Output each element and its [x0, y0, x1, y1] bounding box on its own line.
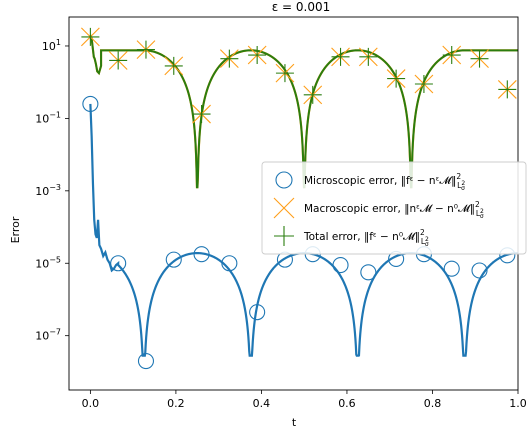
- micro-marker-3: [165, 251, 182, 268]
- micro-marker-2: [137, 352, 155, 370]
- legend: Microscopic error, ‖fᵋ − nᵋ𝓜‖2 L2 σ Macrosc…: [261, 161, 527, 255]
- y-tick-label-2: 10−3: [35, 183, 61, 198]
- total-marker-4: [192, 105, 211, 124]
- total-marker-11: [387, 69, 406, 88]
- micro-marker-1: [110, 255, 127, 272]
- legend-box: [261, 161, 527, 255]
- micro-marker-6: [249, 304, 266, 321]
- total-marker-1: [109, 51, 128, 70]
- legend-marker-total: [274, 226, 294, 246]
- micro-marker-10: [360, 264, 377, 281]
- y-tick-label-4: 10−7: [35, 328, 61, 343]
- y-tick-label-0: 101: [42, 38, 61, 53]
- total-marker-12: [414, 74, 433, 93]
- x-tick-label-1: 0.2: [167, 397, 185, 410]
- plot-area: [80, 27, 518, 370]
- total-marker-6: [248, 46, 267, 65]
- total-marker-3: [164, 56, 183, 75]
- micro-marker-0: [82, 95, 99, 112]
- x-axis-label: t: [292, 416, 297, 429]
- x-axis: 0.0 0.2 0.4 0.6 0.8 1.0: [82, 390, 527, 410]
- y-tick-label-3: 10−5: [35, 255, 61, 270]
- total-marker-2: [136, 40, 155, 59]
- y-axis: 101 10−1 10−3 10−5 10−7: [35, 38, 69, 343]
- total-marker-0: [81, 27, 100, 46]
- x-tick-label-3: 0.6: [338, 397, 356, 410]
- micro-marker-9: [332, 257, 349, 274]
- y-tick-label-1: 10−1: [35, 110, 61, 125]
- micro-marker-13: [443, 260, 460, 277]
- series-microscopic-line: [89, 103, 518, 357]
- micro-marker-5: [221, 255, 238, 272]
- x-tick-label-5: 1.0: [509, 397, 527, 410]
- legend-label-microscopic: Microscopic error, ‖fᵋ − nᵋ𝓜‖2 L2 σ: [304, 172, 465, 192]
- y-axis-label: Error: [9, 216, 22, 243]
- micro-marker-14: [471, 262, 488, 279]
- chart-title: ε = 0.001: [272, 0, 331, 14]
- total-marker-10: [359, 47, 378, 66]
- x-tick-label-0: 0.0: [82, 397, 100, 410]
- legend-marker-macroscopic: [273, 197, 295, 219]
- legend-label-total: Total error, ‖fᵋ − n⁰𝓜‖2 L2 σ: [303, 228, 429, 248]
- total-marker-9: [331, 47, 350, 66]
- total-marker-13: [442, 46, 461, 65]
- x-tick-label-4: 0.8: [424, 397, 442, 410]
- total-marker-5: [220, 49, 239, 68]
- total-marker-7: [275, 64, 294, 83]
- x-tick-label-2: 0.4: [253, 397, 271, 410]
- total-marker-14: [470, 49, 489, 68]
- total-marker-15: [498, 80, 517, 99]
- micro-marker-4: [193, 246, 210, 263]
- legend-label-macroscopic: Macroscopic error, ‖nᵋ𝓜 − n⁰𝓜‖2 L2 σ: [304, 200, 484, 220]
- total-marker-8: [303, 85, 322, 104]
- legend-marker-microscopic: [275, 171, 293, 189]
- series-total-line: [89, 34, 518, 189]
